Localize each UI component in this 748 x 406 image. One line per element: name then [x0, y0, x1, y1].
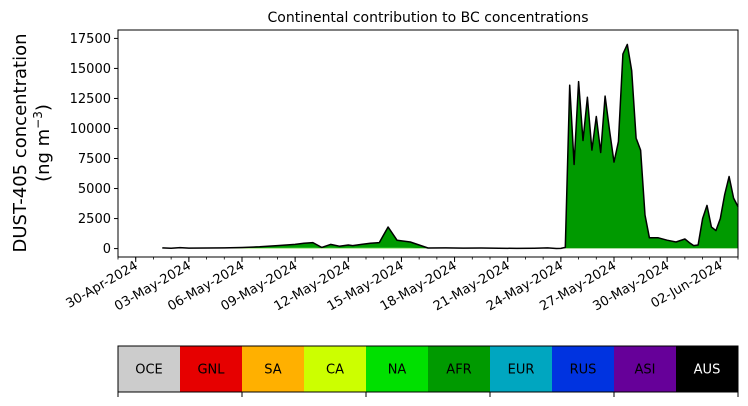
- x-axis-ticks: 30-Apr-202403-May-202406-May-202409-May-…: [64, 257, 738, 314]
- total-line: [162, 44, 738, 248]
- legend-label-rus: RUS: [570, 363, 597, 378]
- y-axis-unit: (ng m−3): [31, 104, 54, 182]
- y-axis-ticks: 0 2500 5000 7500 10000 12500 15000 17500: [70, 32, 118, 257]
- y-tick-label: 5000: [78, 182, 111, 197]
- y-tick-label: 12500: [70, 92, 111, 107]
- legend-colorbar: OCE GNL SA CA NA AFR EUR RUS ASI AUS: [118, 346, 738, 397]
- legend-label-oce: OCE: [135, 363, 163, 378]
- y-tick-label: 2500: [78, 212, 111, 227]
- legend-label-gnl: GNL: [197, 363, 225, 378]
- y-tick-label: 0: [103, 242, 111, 257]
- legend-label-aus: AUS: [694, 363, 721, 378]
- y-tick-label: 10000: [70, 122, 111, 137]
- legend-label-sa: SA: [264, 363, 281, 378]
- chart-title: Continental contribution to BC concentra…: [267, 10, 588, 26]
- y-tick-label: 7500: [78, 152, 111, 167]
- legend-label-na: NA: [388, 363, 407, 378]
- y-tick-label: 15000: [70, 62, 111, 77]
- legend-label-eur: EUR: [508, 363, 535, 378]
- y-axis-unit-exponent: −3: [31, 111, 45, 129]
- y-axis-unit-suffix: ): [33, 104, 54, 111]
- plot-areas: [162, 44, 738, 248]
- y-tick-label: 17500: [70, 32, 111, 47]
- y-axis-label: DUST-405 concentration: [10, 33, 31, 252]
- y-axis-unit-prefix: (ng m: [33, 129, 54, 182]
- legend-label-asi: ASI: [635, 363, 656, 378]
- legend-label-ca: CA: [326, 363, 344, 378]
- legend-label-afr: AFR: [446, 363, 471, 378]
- area-afr: [162, 44, 738, 248]
